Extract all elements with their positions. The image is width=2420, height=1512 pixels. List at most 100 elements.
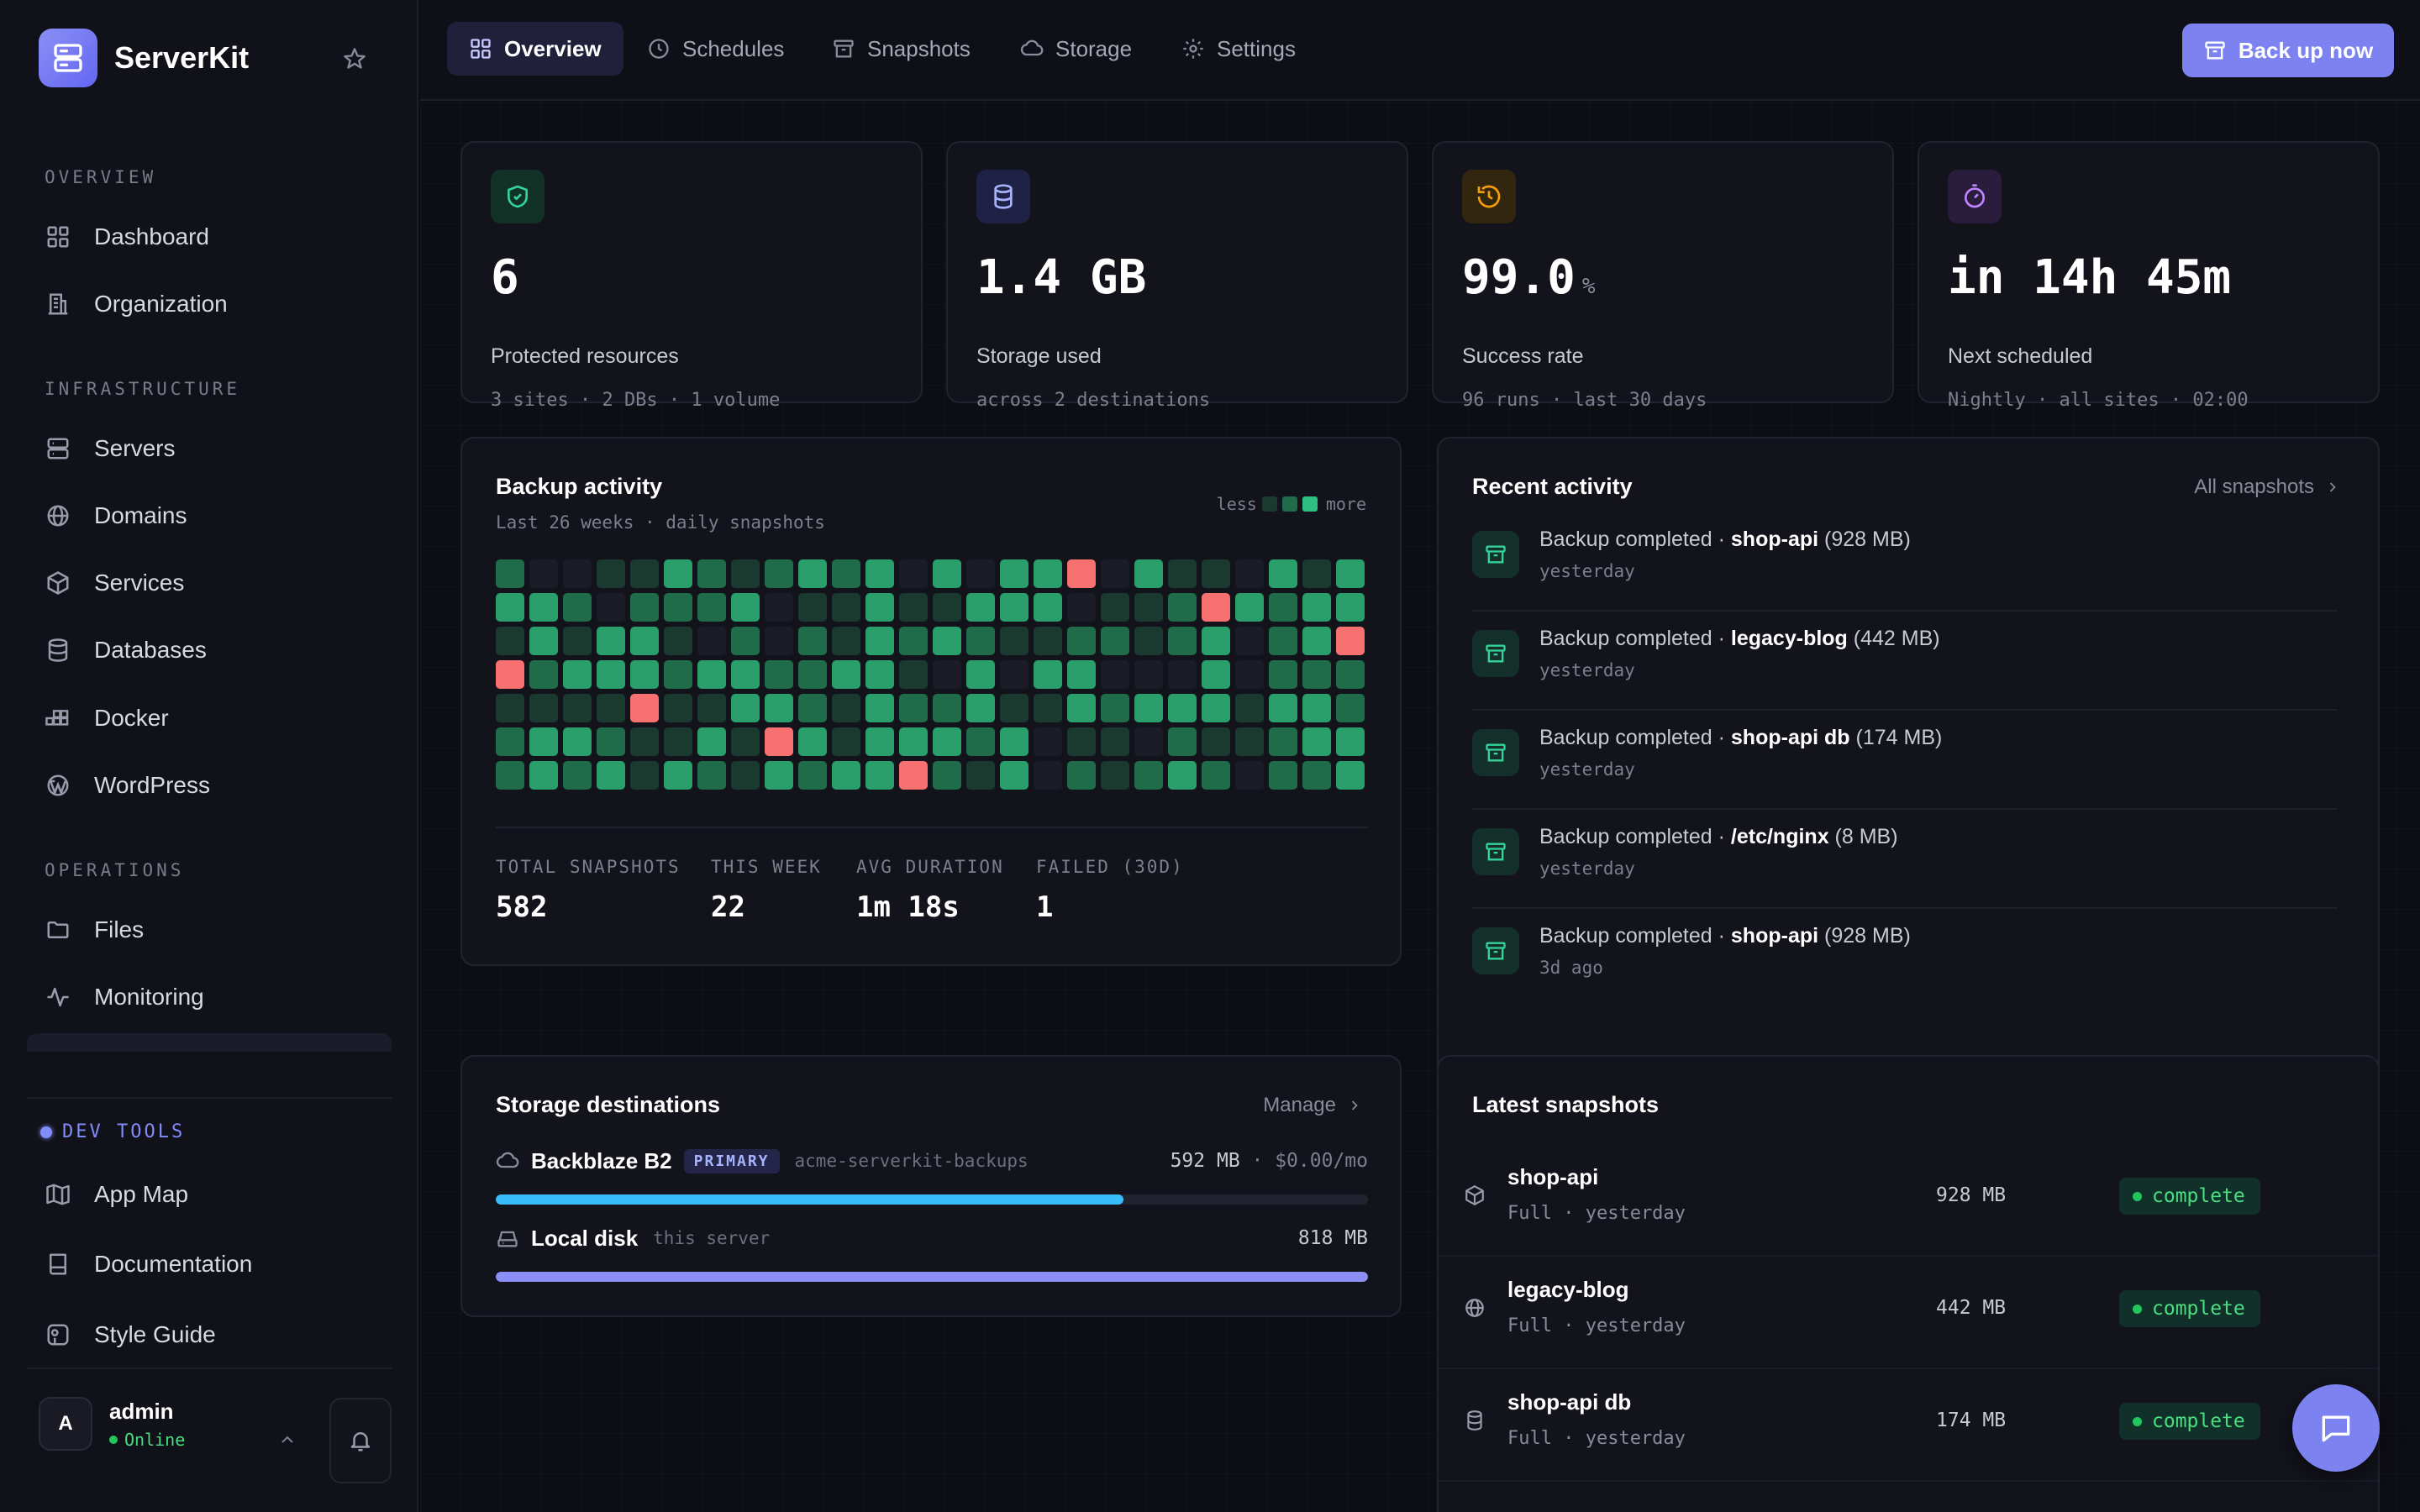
sidebar-divider bbox=[27, 1368, 392, 1369]
heatmap-cell bbox=[1235, 660, 1264, 689]
tab-schedules[interactable]: Schedules bbox=[625, 22, 806, 76]
heatmap-cell bbox=[630, 694, 659, 722]
activity-text: Backup completed · /etc/nginx (8 MB) bbox=[1539, 825, 1898, 848]
heatmap-cell bbox=[630, 660, 659, 689]
tab-snapshots[interactable]: Snapshots bbox=[810, 22, 992, 76]
stat-card-storage: 1.4 GB Storage used across 2 destination… bbox=[946, 141, 1408, 411]
heatmap-cell bbox=[832, 660, 860, 689]
destination-local-disk[interactable]: Local disk this server 818 MB bbox=[496, 1223, 1368, 1282]
building-icon bbox=[44, 290, 72, 318]
heatmap-cell bbox=[731, 694, 760, 722]
manage-link[interactable]: Manage bbox=[1263, 1094, 1363, 1117]
heatmap-cell bbox=[1302, 694, 1331, 722]
activity-item[interactable]: Backup completed · /etc/nginx (8 MB) yes… bbox=[1472, 810, 2338, 909]
heatmap-cell bbox=[529, 660, 558, 689]
snapshot-row[interactable]: shop-api db Full · yesterday 174 MB comp… bbox=[1439, 1369, 2378, 1482]
sidebar-item-dashboard[interactable]: Dashboard bbox=[25, 210, 393, 264]
notifications-button[interactable] bbox=[329, 1398, 392, 1483]
destination-backblaze[interactable]: Backblaze B2 PRIMARY acme-serverkit-back… bbox=[496, 1146, 1368, 1205]
legend-swatch bbox=[1261, 496, 1277, 512]
sidebar-item-label: App Map bbox=[94, 1181, 189, 1207]
chevron-up-icon[interactable] bbox=[277, 1430, 297, 1450]
card-title: Latest snapshots bbox=[1472, 1092, 1660, 1117]
heatmap-cell bbox=[1202, 694, 1230, 722]
shield-icon bbox=[491, 170, 544, 223]
sidebar-item-documentation[interactable]: Documentation bbox=[25, 1237, 393, 1291]
heatmap-cell bbox=[630, 727, 659, 756]
sidebar-item-domains[interactable]: Domains bbox=[25, 489, 393, 543]
sidebar-item-label: Docker bbox=[94, 705, 169, 731]
heatmap-cell bbox=[899, 627, 928, 655]
heatmap-cell bbox=[529, 559, 558, 588]
heatmap-cell bbox=[1067, 727, 1096, 756]
activity-item[interactable]: Backup completed · shop-api (928 MB) yes… bbox=[1472, 512, 2338, 612]
sidebar-item-docker[interactable]: Docker bbox=[25, 691, 393, 745]
sidebar-item-style-guide[interactable]: Style Guide bbox=[25, 1308, 393, 1362]
activity-item[interactable]: Backup completed · shop-api db (174 MB) … bbox=[1472, 711, 2338, 810]
brand[interactable]: ServerKit bbox=[39, 29, 249, 87]
heatmap-cell bbox=[865, 593, 894, 622]
activity-item[interactable]: Backup completed · legacy-blog (442 MB) … bbox=[1472, 612, 2338, 711]
chat-button[interactable] bbox=[2292, 1384, 2380, 1472]
heatmap-cell bbox=[731, 559, 760, 588]
heatmap-cell bbox=[1067, 660, 1096, 689]
chevron-right-icon bbox=[1346, 1097, 1363, 1114]
heatmap-legend: less more bbox=[1217, 494, 1366, 514]
legend-more: more bbox=[1325, 494, 1366, 514]
heatmap-cell bbox=[1235, 694, 1264, 722]
destination-meta: acme-serverkit-backups bbox=[794, 1151, 1028, 1171]
sidebar-item-label: Style Guide bbox=[94, 1321, 216, 1347]
sidebar-item-organization[interactable]: Organization bbox=[25, 277, 393, 331]
grid-icon bbox=[469, 37, 492, 60]
back-up-now-button[interactable]: Back up now bbox=[2182, 24, 2394, 77]
sidebar-item-files[interactable]: Files bbox=[25, 903, 393, 957]
heatmap-cell bbox=[597, 660, 625, 689]
snapshot-name: shop-api db bbox=[1507, 1389, 1632, 1415]
sidebar-item-wordpress[interactable]: WordPress bbox=[25, 759, 393, 812]
status-badge: complete bbox=[2119, 1290, 2260, 1327]
heatmap-cell bbox=[899, 660, 928, 689]
all-snapshots-link[interactable]: All snapshots bbox=[2194, 475, 2341, 499]
heatmap-cell bbox=[899, 761, 928, 790]
tab-storage[interactable]: Storage bbox=[998, 22, 1154, 76]
heatmap-cell bbox=[1067, 694, 1096, 722]
favorite-star-icon[interactable] bbox=[338, 42, 371, 76]
heatmap-cell bbox=[1067, 627, 1096, 655]
heatmap-cell bbox=[1269, 761, 1297, 790]
user-menu[interactable]: A admin Online bbox=[39, 1397, 185, 1451]
heatmap-cell bbox=[798, 627, 827, 655]
usage-bar bbox=[496, 1194, 1368, 1205]
heatmap-cell bbox=[1269, 627, 1297, 655]
heatmap-cell bbox=[1168, 559, 1197, 588]
heatmap-cell bbox=[1134, 727, 1163, 756]
sidebar-item-app-map[interactable]: App Map bbox=[25, 1168, 393, 1221]
card-title: Storage destinations bbox=[496, 1092, 721, 1117]
heatmap-cell bbox=[1168, 761, 1197, 790]
heatmap-cell bbox=[1101, 660, 1129, 689]
heatmap-cell bbox=[1101, 593, 1129, 622]
tab-settings[interactable]: Settings bbox=[1160, 22, 1318, 76]
heatmap-cell bbox=[1302, 660, 1331, 689]
heatmap-cell bbox=[697, 593, 726, 622]
snapshot-row[interactable]: shop-api Full · yesterday 928 MB complet… bbox=[1439, 1144, 2378, 1257]
activity-icon bbox=[44, 983, 72, 1011]
heatmap-cell bbox=[798, 761, 827, 790]
grid-icon bbox=[44, 223, 72, 251]
heatmap-cell bbox=[697, 627, 726, 655]
main-content: 6 Protected resources 3 sites · 2 DBs · … bbox=[420, 102, 2420, 1512]
sidebar-item-servers[interactable]: Servers bbox=[25, 422, 393, 475]
heatmap-cell bbox=[597, 559, 625, 588]
snapshot-row[interactable]: legacy-blog Full · yesterday 442 MB comp… bbox=[1439, 1257, 2378, 1369]
heatmap-cell bbox=[563, 660, 592, 689]
heatmap-cell bbox=[1034, 727, 1062, 756]
heatmap-cell bbox=[697, 727, 726, 756]
sidebar-item-databases[interactable]: Databases bbox=[25, 623, 393, 677]
tab-overview[interactable]: Overview bbox=[447, 22, 623, 76]
snapshot-size: 442 MB bbox=[1936, 1297, 2007, 1319]
activity-item[interactable]: Backup completed · shop-api (928 MB) 3d … bbox=[1472, 909, 2338, 1008]
hard-drive-icon bbox=[496, 1226, 519, 1250]
sidebar-item-services[interactable]: Services bbox=[25, 556, 393, 610]
heatmap-cell bbox=[1067, 559, 1096, 588]
heatmap-cell bbox=[899, 727, 928, 756]
sidebar-item-monitoring[interactable]: Monitoring bbox=[25, 970, 393, 1024]
